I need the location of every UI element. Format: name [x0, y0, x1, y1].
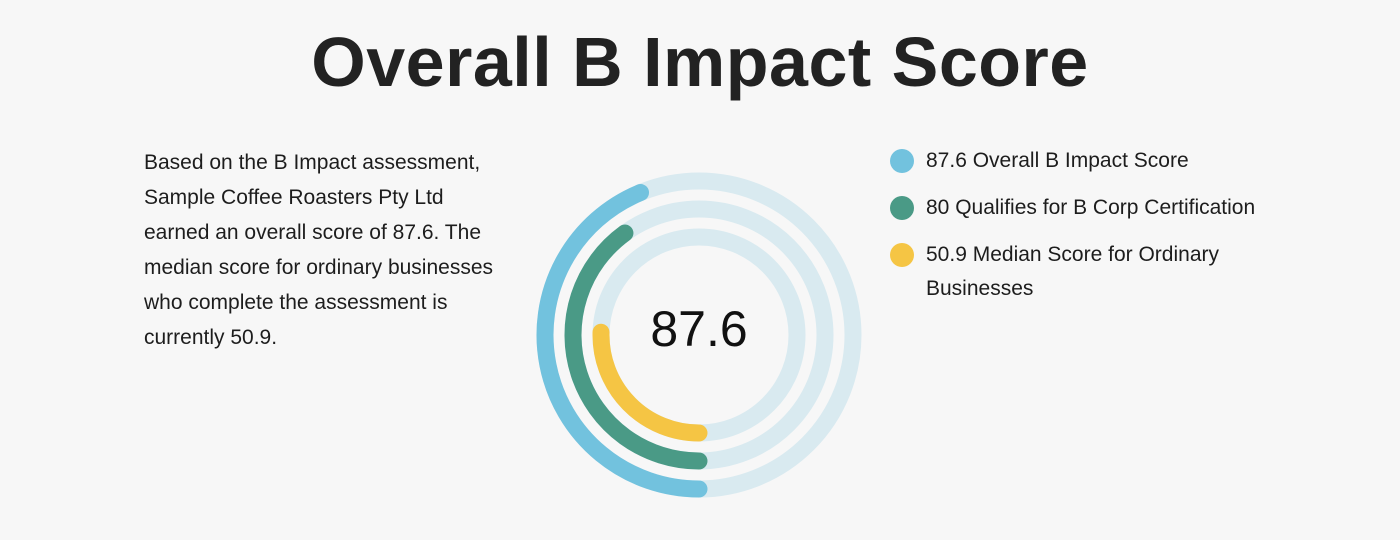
legend-label: Overall B Impact Score — [972, 149, 1189, 172]
legend-value: 87.6 — [926, 149, 967, 172]
radial-chart-svg — [536, 172, 862, 498]
radial-chart: 87.6 — [529, 165, 869, 505]
legend-dot-certification — [890, 196, 914, 220]
legend-value: 50.9 — [926, 243, 967, 266]
legend-value: 80 — [926, 196, 950, 219]
legend-label: Median Score for Ordinary Businesses — [926, 243, 1219, 300]
legend-item-certification-threshold: 80 Qualifies for B Corp Certification — [888, 191, 1308, 225]
ring-arc-overall — [536, 184, 708, 498]
legend-dot-median — [890, 243, 914, 267]
legend-item-overall-score: 87.6 Overall B Impact Score — [888, 144, 1308, 178]
chart-title: Overall B Impact Score — [311, 23, 1089, 101]
legend-dot-overall — [890, 149, 914, 173]
legend-label: Qualifies for B Corp Certification — [955, 196, 1256, 219]
legend-item-median-score: 50.9 Median Score for Ordinary Businesse… — [888, 238, 1308, 306]
ring-arc-certification — [564, 224, 708, 470]
chart-legend: 87.6 Overall B Impact Score 80 Qualifies… — [888, 144, 1308, 319]
ring-arc-median — [592, 323, 708, 442]
score-description: Based on the B Impact assessment, Sample… — [144, 151, 494, 349]
